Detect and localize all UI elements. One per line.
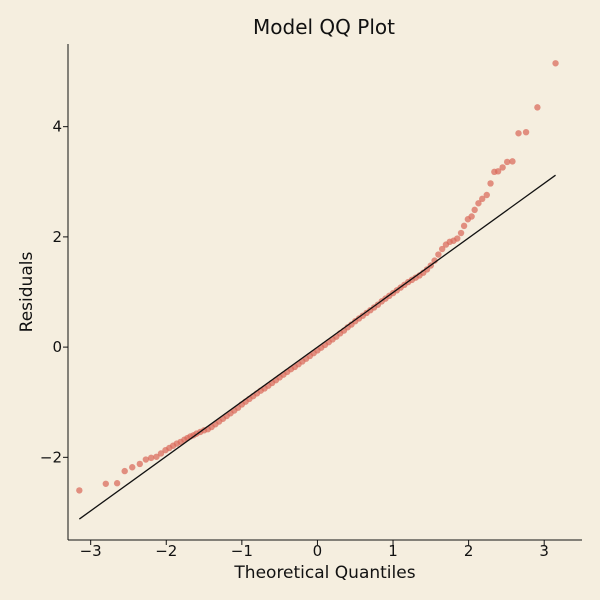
data-point [113, 480, 121, 487]
y-tick-label: 4 [52, 118, 62, 136]
data-point [435, 251, 442, 258]
x-tick-label: 3 [539, 542, 549, 560]
data-point [431, 257, 438, 264]
data-point [509, 158, 516, 165]
chart-title: Model QQ Plot [253, 15, 395, 39]
reference-line [78, 174, 556, 520]
data-point [468, 213, 475, 220]
data-point [534, 104, 541, 111]
data-point [102, 480, 109, 487]
y-tick-label: −2 [40, 448, 62, 466]
y-axis-ticks: −2 0 2 4 [40, 118, 68, 466]
x-tick-label: 1 [388, 542, 398, 560]
data-point [147, 454, 155, 462]
y-axis-label: Residuals [17, 252, 37, 333]
x-tick-label: −3 [80, 542, 102, 560]
data-point [552, 60, 559, 67]
x-tick-label: −2 [155, 542, 177, 560]
data-point [522, 128, 530, 136]
x-axis-label: Theoretical Quantiles [233, 563, 415, 583]
data-point [157, 450, 165, 457]
data-point [142, 456, 150, 463]
data-points [76, 60, 559, 494]
data-point [515, 130, 522, 137]
y-tick-label: 0 [52, 338, 62, 356]
x-tick-label: 0 [313, 542, 323, 560]
data-point [499, 164, 506, 171]
data-point [438, 245, 446, 253]
data-point [460, 222, 468, 230]
data-point [475, 200, 482, 207]
data-point [76, 487, 83, 494]
x-tick-label: 2 [464, 542, 474, 560]
data-point [503, 158, 511, 166]
y-tick-label: 2 [52, 228, 62, 246]
data-point [153, 453, 160, 460]
data-point [479, 195, 486, 203]
data-point [471, 206, 478, 214]
data-point [457, 229, 465, 237]
data-point [454, 235, 461, 242]
data-point [487, 180, 494, 187]
data-point [483, 191, 490, 199]
x-axis-ticks: −3 −2 −1 0 1 2 3 [80, 540, 549, 560]
data-point [121, 467, 128, 475]
data-point [494, 168, 502, 175]
data-point [129, 464, 136, 471]
data-point [136, 460, 144, 468]
x-tick-label: −1 [231, 542, 253, 560]
